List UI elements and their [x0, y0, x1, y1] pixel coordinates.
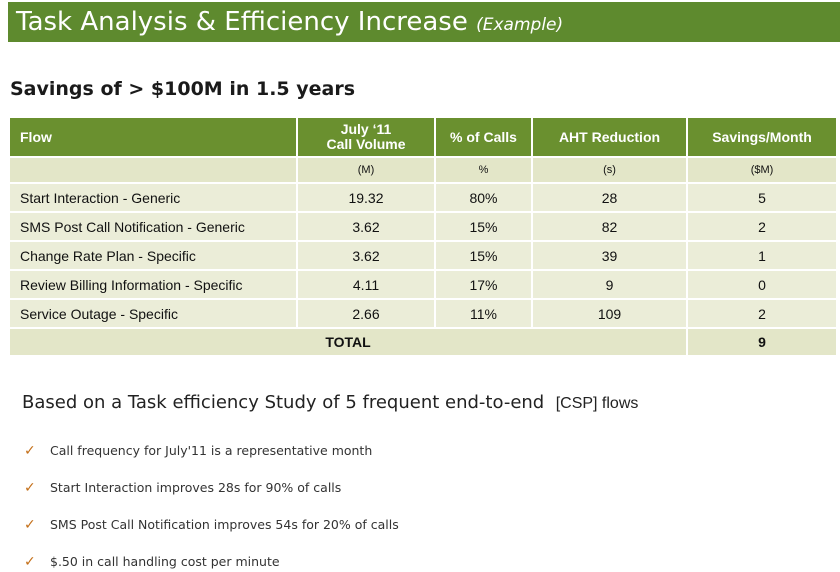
- study-description: Based on a Task efficiency Study of 5 fr…: [22, 392, 638, 413]
- header-flow: Flow: [10, 118, 298, 158]
- list-item: ✓ Start Interaction improves 28s for 90%…: [24, 469, 399, 506]
- page-title: Task Analysis & Efficiency Increase: [16, 7, 468, 37]
- flow-name-cell: Review Billing Information - Specific: [10, 270, 298, 300]
- savings-month-cell: 2: [687, 212, 836, 242]
- call-volume-cell: 2.66: [297, 299, 436, 329]
- savings-month-cell: 1: [687, 241, 836, 271]
- aht-reduction-cell: 28: [532, 183, 688, 213]
- call-volume-cell: 3.62: [297, 241, 436, 271]
- bullet-text: SMS Post Call Notification improves 54s …: [50, 517, 399, 532]
- percent-calls-cell: 17%: [435, 270, 533, 300]
- flow-name-cell: Change Rate Plan - Specific: [10, 241, 298, 271]
- savings-month-cell: 2: [687, 299, 836, 329]
- aht-reduction-cell: 82: [532, 212, 688, 242]
- units-flow: [10, 157, 298, 184]
- table-row: SMS Post Call Notification - Generic 3.6…: [10, 212, 836, 242]
- units-percent: %: [435, 157, 533, 184]
- header-savings-month: Savings/Month: [687, 118, 836, 158]
- savings-month-cell: 5: [687, 183, 836, 213]
- title-example-note: (Example): [476, 15, 564, 35]
- table-row: Start Interaction - Generic 19.32 80% 28…: [10, 183, 836, 213]
- bullet-text: $.50 in call handling cost per minute: [50, 554, 280, 569]
- header-call-volume: July ‘11 Call Volume: [297, 118, 436, 158]
- aht-reduction-cell: 109: [532, 299, 688, 329]
- list-item: ✓ Call frequency for July'11 is a repres…: [24, 432, 399, 469]
- checkmark-icon: ✓: [24, 516, 36, 533]
- table-row: Review Billing Information - Specific 4.…: [10, 270, 836, 300]
- list-item: ✓ $.50 in call handling cost per minute: [24, 543, 399, 572]
- total-value: 9: [687, 328, 836, 357]
- title-bar: Task Analysis & Efficiency Increase (Exa…: [8, 2, 840, 42]
- header-call-volume-line2: Call Volume: [326, 136, 406, 152]
- percent-calls-cell: 15%: [435, 212, 533, 242]
- bullet-text: Start Interaction improves 28s for 90% o…: [50, 480, 342, 495]
- call-volume-cell: 4.11: [297, 270, 436, 300]
- flow-name-cell: Start Interaction - Generic: [10, 183, 298, 213]
- percent-calls-cell: 15%: [435, 241, 533, 271]
- checkmark-icon: ✓: [24, 553, 36, 570]
- aht-reduction-cell: 39: [532, 241, 688, 271]
- title-example-label: Example: [482, 15, 557, 35]
- aht-reduction-cell: 9: [532, 270, 688, 300]
- savings-month-cell: 0: [687, 270, 836, 300]
- units-savings: ($M): [687, 157, 836, 184]
- percent-calls-cell: 80%: [435, 183, 533, 213]
- call-volume-cell: 19.32: [297, 183, 436, 213]
- flow-savings-table: Flow July ‘11 Call Volume % of Calls AHT…: [10, 118, 836, 357]
- table-row: Change Rate Plan - Specific 3.62 15% 39 …: [10, 241, 836, 271]
- bullet-text: Call frequency for July'11 is a represen…: [50, 443, 373, 458]
- checkmark-icon: ✓: [24, 442, 36, 459]
- table-header-row: Flow July ‘11 Call Volume % of Calls AHT…: [10, 118, 836, 158]
- checkmark-icon: ✓: [24, 479, 36, 496]
- header-call-volume-line1: July ‘11: [340, 121, 392, 137]
- study-csp-flows: [CSP] flows: [555, 395, 639, 412]
- call-volume-cell: 3.62: [297, 212, 436, 242]
- units-volume: (M): [297, 157, 436, 184]
- savings-heading: Savings of > $100M in 1.5 years: [10, 78, 356, 100]
- header-aht-reduction: AHT Reduction: [532, 118, 688, 158]
- total-row: TOTAL 9: [10, 328, 836, 357]
- list-item: ✓ SMS Post Call Notification improves 54…: [24, 506, 399, 543]
- percent-calls-cell: 11%: [435, 299, 533, 329]
- total-label: TOTAL: [10, 328, 688, 357]
- assumption-list: ✓ Call frequency for July'11 is a repres…: [24, 432, 399, 572]
- flow-name-cell: Service Outage - Specific: [10, 299, 298, 329]
- flow-name-cell: SMS Post Call Notification - Generic: [10, 212, 298, 242]
- table-row: Service Outage - Specific 2.66 11% 109 2: [10, 299, 836, 329]
- study-text: Based on a Task efficiency Study of 5 fr…: [22, 392, 545, 413]
- units-row: (M) % (s) ($M): [10, 157, 836, 184]
- header-percent-calls: % of Calls: [435, 118, 533, 158]
- units-aht: (s): [532, 157, 688, 184]
